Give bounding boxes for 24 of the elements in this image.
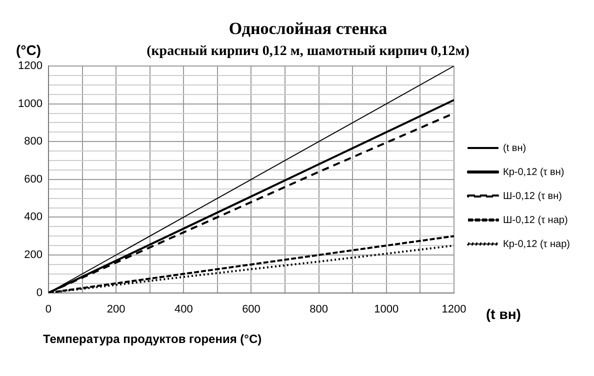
x-tick-label: 400	[174, 303, 193, 316]
y-tick-label: 200	[24, 249, 42, 262]
legend-label: Ш-0,12 (τ нар)	[503, 214, 568, 226]
y-tick-label: 600	[24, 173, 42, 186]
x-tick-label: 200	[106, 303, 126, 316]
chart-title: Однослойная стенка	[228, 19, 388, 38]
legend-label: (t вн)	[503, 142, 526, 154]
y-axis-title: (°C)	[16, 42, 42, 58]
text: (t вн)	[486, 306, 521, 322]
y-tick-label: 1000	[18, 98, 42, 110]
y-tick-label: 0	[36, 286, 42, 299]
chart-subtitle: (красный кирпич 0,12 м, шамотный кирпич 0,12м)	[146, 44, 470, 59]
x-tick-label: 1000	[374, 303, 399, 316]
x-tick-label: 0	[45, 303, 52, 316]
legend-label: Ш-0,12 (τ вн)	[503, 190, 562, 202]
x-axis-title: Температура продуктов горения (°C)	[43, 332, 262, 346]
y-tick-label: 1200	[18, 60, 42, 72]
legend-label: Кр-0,12 (τ вн)	[503, 166, 564, 178]
x-tick-label: 1200	[442, 303, 466, 316]
y-tick-label: 400	[24, 211, 42, 224]
x-tick-label: 800	[310, 303, 328, 316]
legend-label: Кр-0,12 (τ нар)	[503, 238, 570, 250]
x-tick-label: 600	[242, 303, 260, 316]
y-tick-label: 800	[24, 136, 42, 148]
